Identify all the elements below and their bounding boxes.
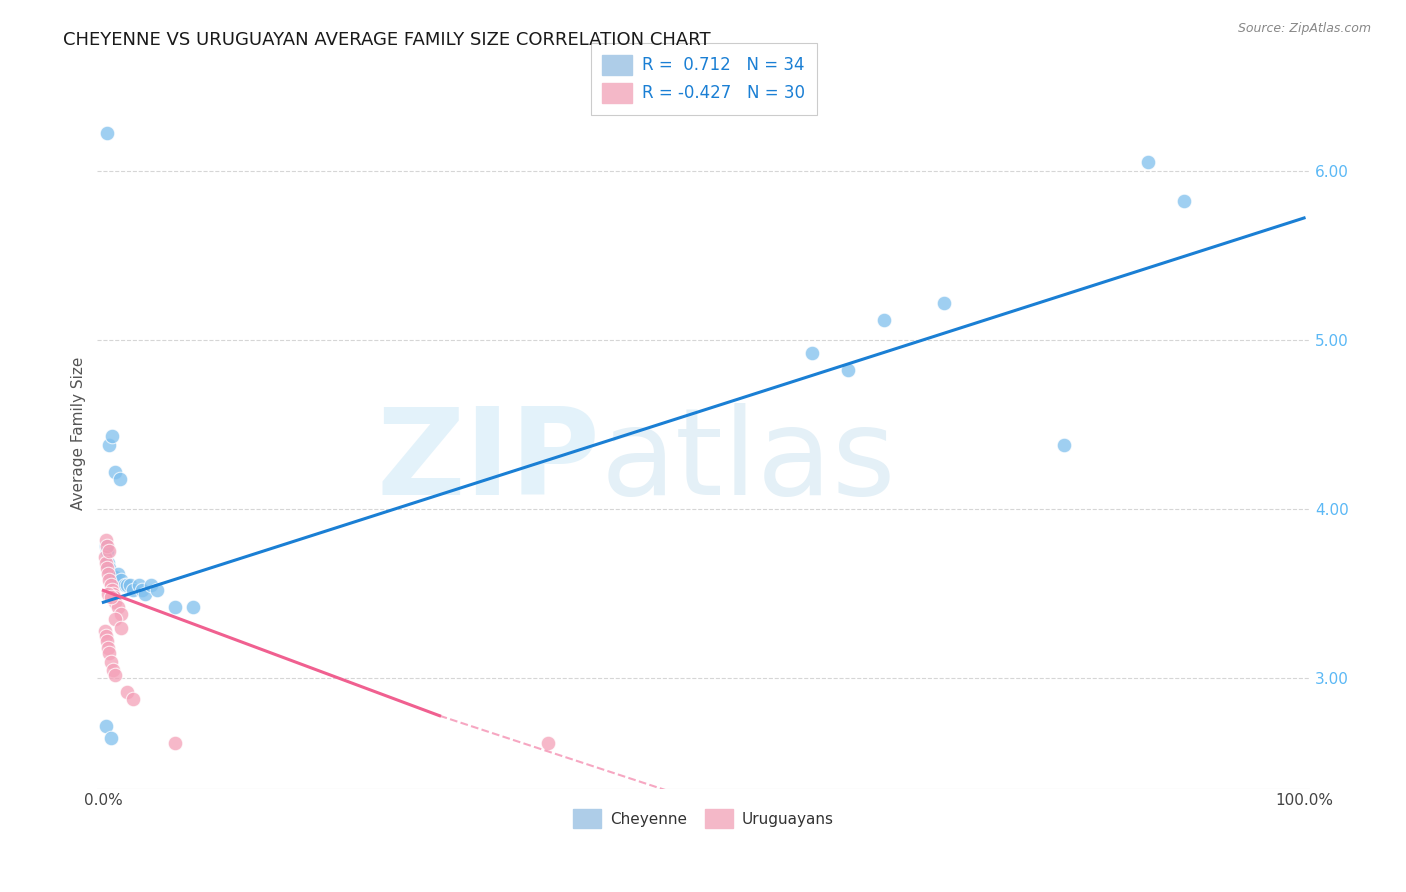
Point: [122, 691, 145, 706]
Point: [93, 549, 115, 564]
Point: [94, 533, 117, 547]
Point: [98, 574, 121, 588]
Point: [932, 295, 955, 310]
Text: Source: ZipAtlas.com: Source: ZipAtlas.com: [1237, 22, 1371, 36]
Point: [536, 736, 558, 750]
Point: [96, 634, 118, 648]
Point: [100, 655, 122, 669]
Point: [101, 570, 124, 584]
Point: [94, 629, 117, 643]
Point: [97, 587, 120, 601]
Point: [100, 731, 122, 745]
Point: [98, 544, 121, 558]
Point: [96, 540, 118, 554]
Point: [103, 591, 125, 605]
Point: [101, 663, 124, 677]
Point: [101, 587, 124, 601]
Point: [108, 472, 131, 486]
Point: [100, 583, 122, 598]
Point: [800, 346, 823, 360]
Point: [165, 736, 187, 750]
Point: [114, 578, 136, 592]
Point: [110, 574, 132, 588]
Point: [128, 578, 150, 592]
Point: [873, 312, 896, 326]
Point: [1136, 155, 1159, 169]
Point: [131, 583, 153, 598]
Point: [104, 595, 127, 609]
Point: [104, 465, 127, 479]
Point: [94, 719, 117, 733]
Point: [98, 561, 121, 575]
Point: [146, 583, 169, 598]
Point: [96, 544, 118, 558]
Point: [118, 578, 141, 592]
Point: [97, 557, 120, 571]
Point: [104, 668, 127, 682]
Point: [141, 578, 163, 592]
Text: ZIP: ZIP: [377, 403, 600, 520]
Point: [107, 600, 129, 615]
Text: atlas: atlas: [600, 403, 896, 520]
Point: [134, 587, 156, 601]
Point: [117, 578, 139, 592]
Point: [122, 583, 145, 598]
Point: [183, 600, 205, 615]
Point: [107, 566, 129, 581]
Point: [96, 561, 118, 575]
Point: [100, 429, 122, 443]
Point: [1173, 194, 1195, 208]
Point: [100, 578, 122, 592]
Point: [98, 646, 121, 660]
Point: [165, 600, 187, 615]
Point: [837, 363, 859, 377]
Point: [110, 621, 132, 635]
Point: [104, 612, 127, 626]
Point: [100, 566, 122, 581]
Y-axis label: Average Family Size: Average Family Size: [72, 356, 86, 509]
Legend: Cheyenne, Uruguayans: Cheyenne, Uruguayans: [567, 804, 841, 834]
Point: [104, 570, 127, 584]
Point: [117, 685, 139, 699]
Point: [97, 566, 120, 581]
Point: [98, 438, 121, 452]
Point: [94, 540, 117, 554]
Point: [100, 591, 122, 605]
Point: [97, 640, 120, 655]
Point: [110, 607, 132, 621]
Text: CHEYENNE VS URUGUAYAN AVERAGE FAMILY SIZE CORRELATION CHART: CHEYENNE VS URUGUAYAN AVERAGE FAMILY SIZ…: [63, 31, 711, 49]
Point: [1053, 438, 1076, 452]
Point: [93, 624, 115, 638]
Point: [96, 126, 118, 140]
Point: [94, 557, 117, 571]
